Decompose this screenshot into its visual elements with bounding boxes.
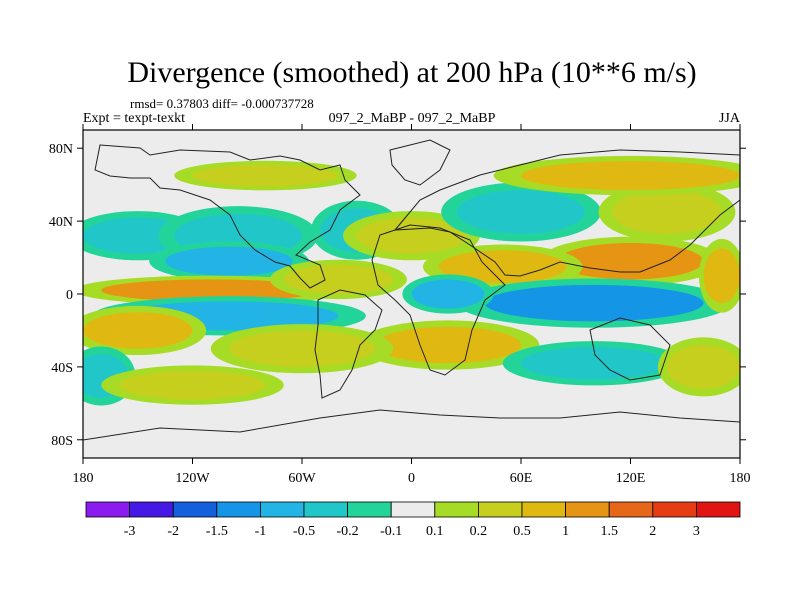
field-region-core <box>521 160 740 191</box>
field-region-core <box>521 346 667 380</box>
field-region-core <box>667 345 740 389</box>
x-axis-ticks: 180 120W 60W 0 60E 120E 180 <box>73 124 751 486</box>
colorbar-swatch <box>303 501 348 518</box>
coastline-south-america <box>314 289 383 399</box>
colorbar-swatch <box>129 501 174 518</box>
colorbar-label: 0.1 <box>426 524 444 539</box>
y-tick-label: 80S <box>51 434 73 449</box>
field-region-core <box>101 279 321 302</box>
colorbar-swatch <box>434 501 479 518</box>
coastline-australia <box>589 317 671 381</box>
field-region-core <box>484 284 704 322</box>
colorbar-label: -1 <box>255 524 267 539</box>
coastline-africa <box>371 224 506 376</box>
colorbar-swatch <box>696 501 741 518</box>
colorbar-label: 0.2 <box>470 524 488 539</box>
x-tick-label: 0 <box>408 471 415 486</box>
divergence-field <box>83 155 740 406</box>
x-tick-label: 60E <box>510 471 533 486</box>
x-tick-label: 60W <box>288 471 316 486</box>
y-tick-label: 40N <box>49 215 73 230</box>
y-axis-ticks: 80N 40N 0 40S 80S <box>49 142 746 449</box>
coastline-north-america <box>94 144 361 289</box>
coastline-antarctica <box>83 409 740 441</box>
field-region-core <box>283 264 394 294</box>
colorbar-label: 2 <box>649 524 656 539</box>
colorbar-swatch <box>652 501 697 518</box>
field-region-core <box>612 190 722 234</box>
map-plot-area <box>82 129 741 459</box>
field-region-core <box>457 190 585 234</box>
case-label: 097_2_MaBP - 097_2_MaBP <box>329 111 496 126</box>
colorbar-swatch <box>216 501 261 518</box>
colorbar-label: -2 <box>167 524 179 539</box>
colorbar-swatch <box>390 501 436 518</box>
colorbar-swatch <box>477 501 523 518</box>
field-region-core <box>557 242 704 280</box>
colorbar-swatch <box>565 501 610 518</box>
season-label: JJA <box>719 111 741 126</box>
colorbar-swatch <box>85 501 130 518</box>
colorbar-label: -1.5 <box>206 524 228 539</box>
colorbar-swatch <box>347 501 392 518</box>
colorbar-label: 3 <box>693 524 700 539</box>
colorbar-label: -3 <box>124 524 136 539</box>
y-tick-label: 40S <box>51 361 73 376</box>
field-region-core <box>83 312 193 349</box>
y-tick-label: 0 <box>66 288 73 303</box>
field-region-core <box>438 250 567 284</box>
stats-text: rmsd= 0.37803 diff= -0.000737728 <box>130 96 314 111</box>
colorbar-swatch <box>521 501 566 518</box>
colorbar-swatch <box>172 501 218 518</box>
colorbar-label: 0.5 <box>513 524 531 539</box>
colorbar-label: 1.5 <box>600 524 618 539</box>
colorbar: -3 -2 -1.5 -1 -0.5 -0.2 -0.1 0.1 0.2 0.5 1 1.5 2 3 <box>85 501 741 539</box>
field-region-core <box>375 326 521 364</box>
colorbar-label: -0.1 <box>380 524 402 539</box>
coastline-greenland <box>389 139 451 186</box>
colorbar-swatch <box>608 501 654 518</box>
colorbar-label: 1 <box>562 524 569 539</box>
x-tick-label: 180 <box>73 471 94 486</box>
field-region-core <box>356 217 467 254</box>
x-tick-label: 120W <box>175 471 210 486</box>
colorbar-label: -0.2 <box>337 524 359 539</box>
y-tick-label: 80N <box>49 142 73 157</box>
colorbar-label: -0.5 <box>293 524 315 539</box>
x-tick-label: 180 <box>730 471 751 486</box>
field-region-core <box>192 164 339 187</box>
field-region-core <box>703 248 740 304</box>
experiment-label: Expt = texpt-texkt <box>83 111 185 126</box>
field-region-core <box>119 370 266 400</box>
coastlines <box>83 139 740 441</box>
x-tick-label: 120E <box>616 471 646 486</box>
field-region-core <box>411 279 485 309</box>
chart-title: Divergence (smoothed) at 200 hPa (10**6 … <box>127 56 696 89</box>
field-region-core <box>229 330 375 367</box>
coastline-eurasia <box>393 149 740 277</box>
colorbar-swatch <box>259 501 305 518</box>
